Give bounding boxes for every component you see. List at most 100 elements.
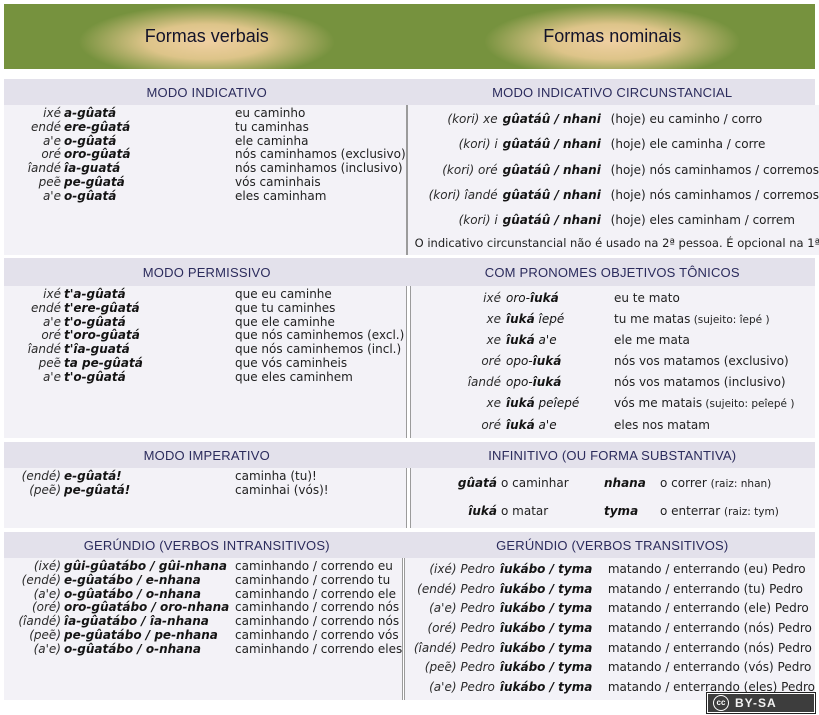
pronoun-cell: ixé — [483, 290, 501, 305]
translation-cell: que ele caminhe — [235, 314, 335, 329]
pronoun-cell: (kori) xe — [447, 111, 498, 126]
pronoun-cell: ixé — [43, 106, 61, 120]
verb-cell: t'a-gûatá — [64, 287, 126, 301]
translation-cell: caminhando / correndo eles — [235, 641, 403, 656]
translation-cell: vós me matais (sujeito: peîepé ) — [614, 396, 795, 411]
conjugation-row: ixé a-gûatá eu caminho — [4, 106, 406, 121]
section-title-gerundio-intransitivos: GERÚNDIO (VERBOS INTRANSITIVOS) — [83, 537, 330, 553]
infinitivo-column: gûatá o caminhar nhana o correr (raiz: nhan… — [410, 468, 815, 528]
pronoun-cell: (kori) i — [458, 213, 498, 228]
pronoun-cell: a'e — [42, 133, 61, 148]
conjugation-row: ixé oro-îuká eu te mato — [411, 290, 815, 306]
conjugation-row: (kori) xe gûatáû / nhani (hoje) eu caminho… — [408, 111, 819, 127]
pronoun-cell: (a'e) — [33, 586, 61, 601]
translation-cell: que tu caminhes — [235, 300, 336, 315]
translation-cell: caminhando / correndo nós — [235, 614, 400, 629]
pronoun-cell: a'e — [42, 314, 61, 329]
conjugation-row: (endé) e-gûatábo / e-nhana caminhando / co… — [4, 573, 402, 588]
conjugation-row: endé t'ere-gûatá que tu caminhes — [4, 300, 406, 316]
pronoun-cell: îandé — [467, 375, 501, 390]
pronoun-cell: a'e — [42, 369, 61, 384]
conjugation-row: (îandé) îa-gûatábo / îa-nhana caminhando /… — [4, 614, 402, 629]
translation-cell: nós caminhamos (inclusivo) — [235, 161, 403, 176]
pronoun-cell: (îandé) Pedro — [413, 640, 495, 655]
pronoun-cell: endé — [31, 300, 61, 315]
translation-cell: eu caminho — [235, 106, 306, 120]
conjugation-row: (îandé) Pedro îukábo / tyma matando / ente… — [405, 640, 815, 656]
verb-cell: t'o-gûatá — [64, 314, 126, 329]
translation-cell: eles caminham — [235, 188, 327, 203]
translation-cell: o correr (raiz: nhan) — [660, 476, 772, 491]
conjugation-row: peẽ pe-gûatá vós caminhais — [4, 174, 406, 190]
translation-cell: matando / enterrando (eles) Pedro — [607, 680, 815, 695]
column-divider — [407, 286, 410, 438]
conjugation-row: (a'e) o-gûatábo / o-nhana caminhando / cor… — [4, 586, 402, 602]
verbal-forms-title: Formas verbais — [144, 26, 269, 46]
conjugation-row: (a'e) Pedro îukábo / tyma matando / enterr… — [405, 680, 815, 695]
pronoun-cell: a'e — [42, 188, 61, 203]
conjugation-row: (a'e) o-gûatábo / o-nhana caminhando / cor… — [4, 641, 403, 657]
license-label: BY-SA — [735, 696, 777, 710]
cc-icon: cc — [713, 695, 729, 711]
conjugation-row: xe îuká peîepé vós me matais (sujeito: peî… — [411, 396, 815, 411]
conjugation-row: (peẽ) Pedro îukábo / tyma matando / enterr… — [405, 661, 815, 675]
translation-cell: caminhando / correndo ele — [235, 586, 396, 601]
verb-cell: t'oro-gûatá — [64, 328, 140, 343]
subject-note: (sujeito: îepé ) — [690, 313, 770, 326]
pronoun-cell: (a'e) — [33, 641, 61, 656]
translation-cell: vós caminhais — [235, 174, 321, 189]
verb-cell: oro-gûatá — [64, 147, 131, 162]
verb-cell: tyma — [604, 504, 639, 519]
verb-cell: îuká a'e — [506, 417, 557, 432]
gerundio-transitivos-column: (ixé) Pedro îukábo / tyma matando / enterr… — [403, 558, 815, 700]
pronoun-cell: peẽ — [38, 355, 61, 370]
verb-cell: îukábo / tyma — [499, 680, 593, 695]
cc-license-badge[interactable]: cc BY-SA — [706, 692, 816, 714]
translation-cell: (hoje) eu caminho / corro — [610, 111, 763, 126]
pronoun-cell: îandé — [27, 161, 61, 176]
pronoun-cell: oré — [481, 354, 501, 369]
section-content-indicativo: ixé a-gûatá eu caminho endé ere-gûatá tu cami… — [4, 105, 819, 255]
conjugation-row: xe îuká a'e ele me mata — [411, 333, 815, 348]
verb-cell: o-gûatá — [64, 133, 117, 148]
translation-cell: que nós caminhemos (incl.) — [235, 342, 402, 357]
verb-cell: îa-gûatábo / îa-nhana — [64, 614, 209, 629]
conjugation-row: (kori) i gûatáû / nhani (hoje) ele caminha… — [408, 137, 819, 152]
verb-cell: a-gûatá — [64, 106, 117, 120]
conjugation-row: peẽ ta pe-gûatá que vós caminheis — [4, 355, 406, 371]
translation-cell: matando / enterrando (eu) Pedro — [607, 561, 806, 576]
conjugation-row: (ixé) Pedro îukábo / tyma matando / enterr… — [405, 561, 815, 577]
section-content-gerundio: (ixé) gûi-gûatábo / gûi-nhana caminhando /… — [4, 558, 815, 700]
verb-cell: o-gûatábo / o-nhana — [64, 641, 201, 656]
column-divider — [407, 468, 410, 528]
verb-cell: gûatáû / nhani — [502, 137, 601, 152]
section-title-infinitivo: INFINITIVO (OU FORMA SUBSTANTIVA) — [488, 447, 737, 463]
translation-cell: o matar — [501, 504, 549, 519]
conjugation-row: oré oro-gûatá nós caminhamos (exclusivo) — [4, 147, 405, 162]
conjugation-row: (endé) Pedro îukábo / tyma matando / enter… — [405, 582, 815, 597]
verb-cell: e-gûatá! — [64, 469, 122, 483]
translation-cell: tu me matas (sujeito: îepé ) — [614, 311, 770, 326]
section-content-imperativo: (endé) e-gûatá! caminha (tu)! (peẽ) pe-gûatá… — [4, 468, 815, 528]
translation-cell: caminhando / correndo nós — [235, 600, 400, 615]
verb-cell: îukábo / tyma — [499, 601, 593, 616]
pronoun-cell: (ixé) Pedro — [429, 561, 495, 576]
translation-cell: matando / enterrando (nós) Pedro — [607, 640, 812, 655]
conjugation-row: (ixé) gûi-gûatábo / gûi-nhana caminhando /… — [4, 559, 402, 574]
verb-cell: îukábo / tyma — [499, 621, 593, 636]
section-title-gerundio-transitivos: GERÚNDIO (VERBOS TRANSITIVOS) — [496, 537, 729, 553]
verb-cell: oro-îuká — [506, 290, 559, 305]
pronoun-cell: (peẽ) Pedro — [424, 660, 495, 675]
verb-cell: o-gûatábo / o-nhana — [64, 586, 201, 601]
conjugation-row: xe îuká îepé tu me matas (sujeito: îepé ) — [411, 311, 815, 327]
conjugation-row: îandé t'îa-guatá que nós caminhemos (incl.… — [4, 342, 406, 357]
conjugation-row: îandé îa-guatá nós caminhamos (inclusivo) — [4, 161, 406, 176]
conjugation-row: (a'e) Pedro îukábo / tyma matando / enterr… — [405, 601, 815, 616]
verb-cell: gûatá — [457, 476, 497, 491]
conjugation-row: (peẽ) pe-gûatábo / pe-nhana caminhando / c… — [4, 628, 402, 643]
verb-cell: opo-îuká — [506, 354, 562, 369]
translation-cell: caminha (tu)! — [235, 469, 317, 483]
section-title-modo-indicativo: MODO INDICATIVO — [146, 84, 267, 100]
conjugation-row: oré opo-îuká nós vos matamos (exclusivo) — [411, 354, 815, 369]
verb-cell: îukábo / tyma — [499, 561, 593, 576]
